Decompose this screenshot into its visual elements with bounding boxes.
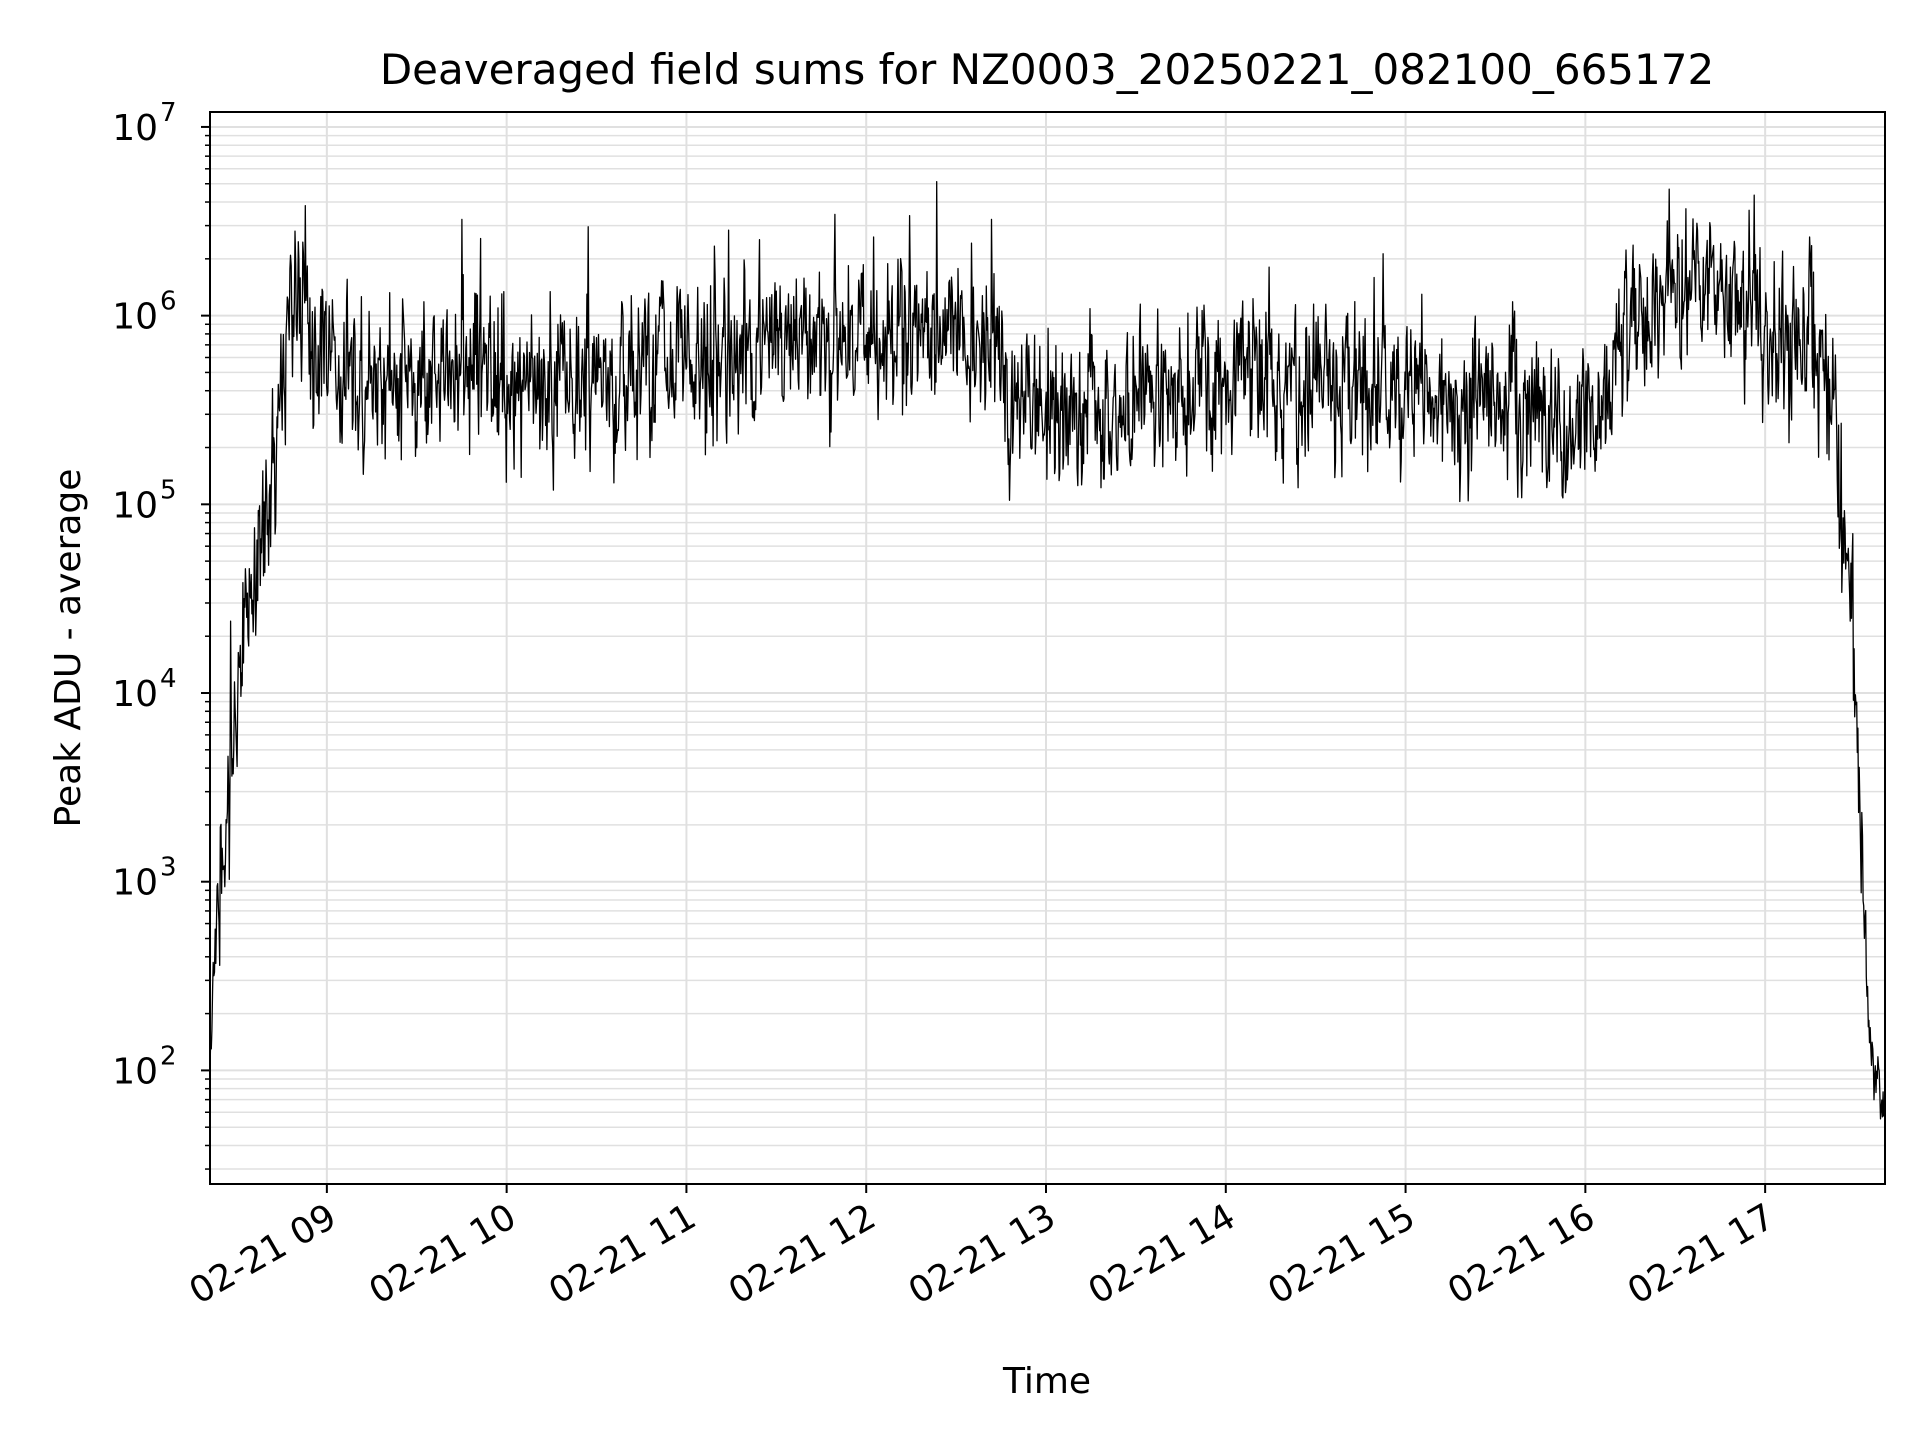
series-layer [209,181,1886,1120]
y-tick-exponent: 6 [160,287,177,317]
y-axis-label: Peak ADU - average [48,469,89,828]
y-tick-label: 10 [112,674,158,715]
y-tick-exponent: 5 [160,475,177,505]
y-tick-exponent: 7 [160,98,177,128]
chart-title: Deaveraged field sums for NZ0003_2025022… [380,45,1714,94]
series-line-0 [209,181,1886,1120]
y-tick-label: 10 [112,297,158,338]
x-axis-label: Time [1002,1361,1091,1402]
y-tick-exponent: 3 [160,853,177,883]
y-tick-label: 10 [112,863,158,904]
y-tick-label: 10 [112,1051,158,1092]
plot-area [209,111,1886,1185]
y-tick-label: 10 [112,108,158,149]
grid [210,112,1885,1184]
y-tick-label: 10 [112,485,158,526]
y-tick-exponent: 4 [160,664,177,694]
y-tick-exponent: 2 [160,1041,177,1071]
